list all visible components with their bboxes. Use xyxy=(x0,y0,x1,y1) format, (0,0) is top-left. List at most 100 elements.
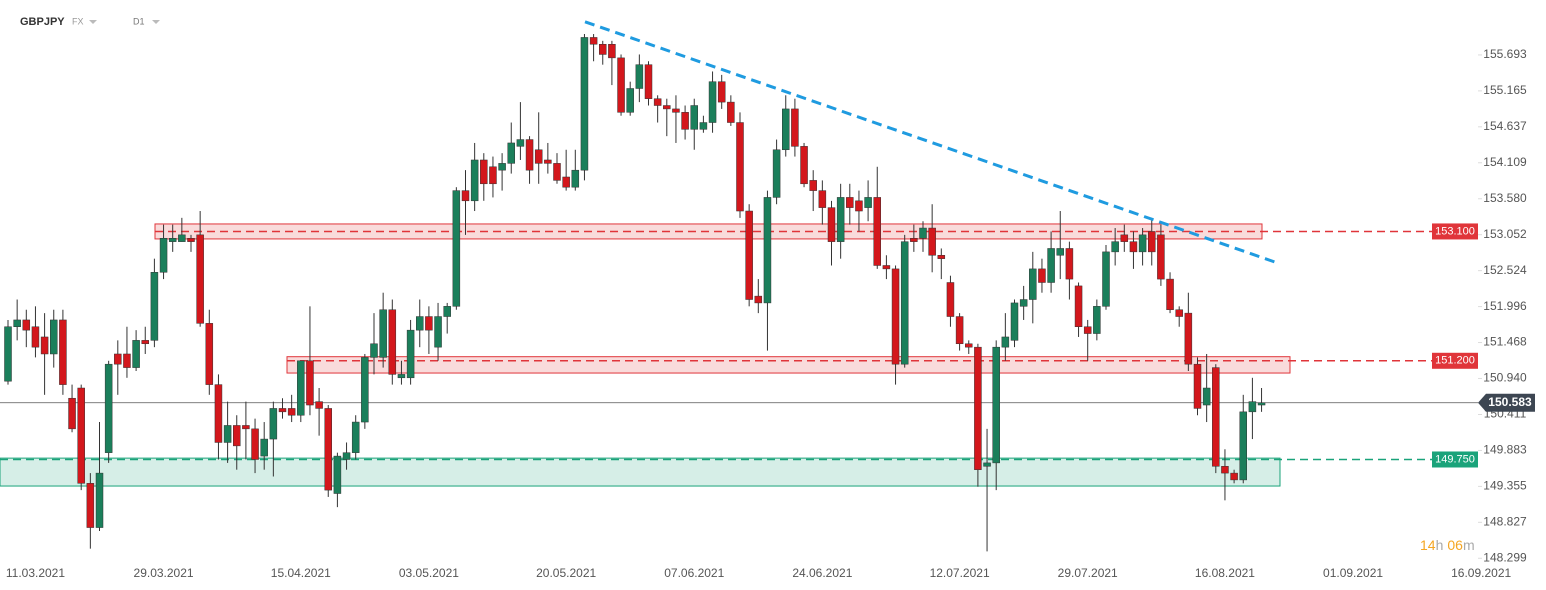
y-tick-label: 148.299 xyxy=(1483,550,1527,564)
candle-body xyxy=(1175,309,1183,317)
candle-body xyxy=(525,139,534,171)
candle-body xyxy=(864,197,872,208)
level-zone xyxy=(0,457,1281,487)
candle-body xyxy=(974,346,982,470)
candle-body xyxy=(681,112,689,130)
candle-body xyxy=(452,190,461,307)
candle-body xyxy=(315,401,323,409)
candle-body xyxy=(40,336,49,355)
candle-body xyxy=(223,425,232,443)
candle-body xyxy=(461,190,470,202)
y-tick-label: 149.883 xyxy=(1483,443,1527,457)
candle-body xyxy=(635,64,644,89)
candle-body xyxy=(955,316,964,345)
candle-body xyxy=(480,159,488,185)
candle-body xyxy=(992,346,1000,464)
candle-body xyxy=(214,384,223,443)
y-tick-label: 152.524 xyxy=(1483,263,1527,277)
candle-body xyxy=(983,462,991,467)
candle-body xyxy=(562,176,570,188)
candle-body xyxy=(470,159,479,202)
x-tick-label: 16.08.2021 xyxy=(1195,566,1255,580)
x-tick-label: 11.03.2021 xyxy=(6,566,65,580)
candle-body xyxy=(919,227,927,239)
candle-body xyxy=(50,319,58,355)
candle-body xyxy=(77,387,85,484)
x-tick-label: 29.03.2021 xyxy=(134,566,194,580)
candle-body xyxy=(132,340,140,368)
x-tick-label: 07.06.2021 xyxy=(664,566,724,580)
candle-body xyxy=(443,306,451,317)
candle-body xyxy=(95,472,104,528)
candle-body xyxy=(946,282,955,317)
candle-body xyxy=(1038,268,1046,283)
candle-body xyxy=(827,207,836,242)
candle-body xyxy=(178,234,186,242)
level-label-box xyxy=(1432,451,1478,468)
candle-body xyxy=(333,455,342,494)
candle-body xyxy=(754,295,763,304)
candle-body xyxy=(672,108,680,113)
candle-body xyxy=(370,343,378,358)
dropdown-caret[interactable] xyxy=(89,20,97,24)
candle-body xyxy=(416,316,424,331)
candle-body xyxy=(772,149,781,198)
candle-body xyxy=(1083,326,1092,334)
candle-body xyxy=(4,326,12,382)
candle-body xyxy=(1257,402,1266,406)
candle-body xyxy=(260,438,268,457)
timeframe[interactable]: D1 xyxy=(133,16,145,26)
candle-body xyxy=(736,122,744,212)
countdown-unit: h xyxy=(1436,537,1444,553)
candle-body xyxy=(1129,241,1138,253)
level-label: 151.200 xyxy=(1435,355,1475,367)
candle-body xyxy=(278,408,287,413)
current-price-box xyxy=(1478,393,1535,412)
candle-body xyxy=(287,408,296,416)
candle-body xyxy=(1120,234,1129,242)
candle-body xyxy=(836,197,845,242)
candle-body xyxy=(717,81,726,103)
countdown-hours: 14 xyxy=(1420,537,1436,553)
candle-body xyxy=(205,323,214,385)
candle-body xyxy=(1157,234,1165,280)
candle-body xyxy=(873,197,881,266)
candle-body xyxy=(59,319,67,385)
candle-body xyxy=(187,238,195,242)
candle-body xyxy=(900,241,909,365)
candle-body xyxy=(571,169,580,188)
candle-body xyxy=(324,408,332,491)
candle-body xyxy=(763,197,772,304)
candle-body xyxy=(928,227,936,256)
candle-body xyxy=(1193,363,1202,409)
candle-body xyxy=(580,37,589,171)
candle-body xyxy=(22,319,31,331)
symbol[interactable]: GBPJPY xyxy=(20,16,65,28)
candle-body xyxy=(1148,231,1156,253)
candle-body xyxy=(104,363,113,453)
candle-body xyxy=(663,105,671,110)
candle-body xyxy=(1166,278,1174,310)
candle-body xyxy=(937,255,946,259)
candle-body xyxy=(31,326,40,348)
y-tick-label: 149.355 xyxy=(1483,479,1527,493)
candle-body xyxy=(68,397,76,430)
x-tick-label: 24.06.2021 xyxy=(792,566,852,580)
candle-body xyxy=(379,309,387,358)
candle-body xyxy=(269,408,278,440)
candle-body xyxy=(1212,367,1220,467)
candle-body xyxy=(1065,248,1074,280)
candle-body xyxy=(1138,234,1147,253)
candle-body xyxy=(544,159,552,164)
y-tick-label: 154.109 xyxy=(1483,155,1527,169)
x-tick-label: 01.09.2021 xyxy=(1323,566,1383,580)
candle-body xyxy=(745,210,753,300)
candle-body xyxy=(653,98,662,106)
x-tick-label: 03.05.2021 xyxy=(399,566,459,580)
candle-body xyxy=(516,139,525,147)
candle-body xyxy=(846,197,854,208)
candle-body xyxy=(1056,248,1064,256)
dropdown-caret[interactable] xyxy=(152,20,160,24)
trendline xyxy=(584,20,1276,264)
